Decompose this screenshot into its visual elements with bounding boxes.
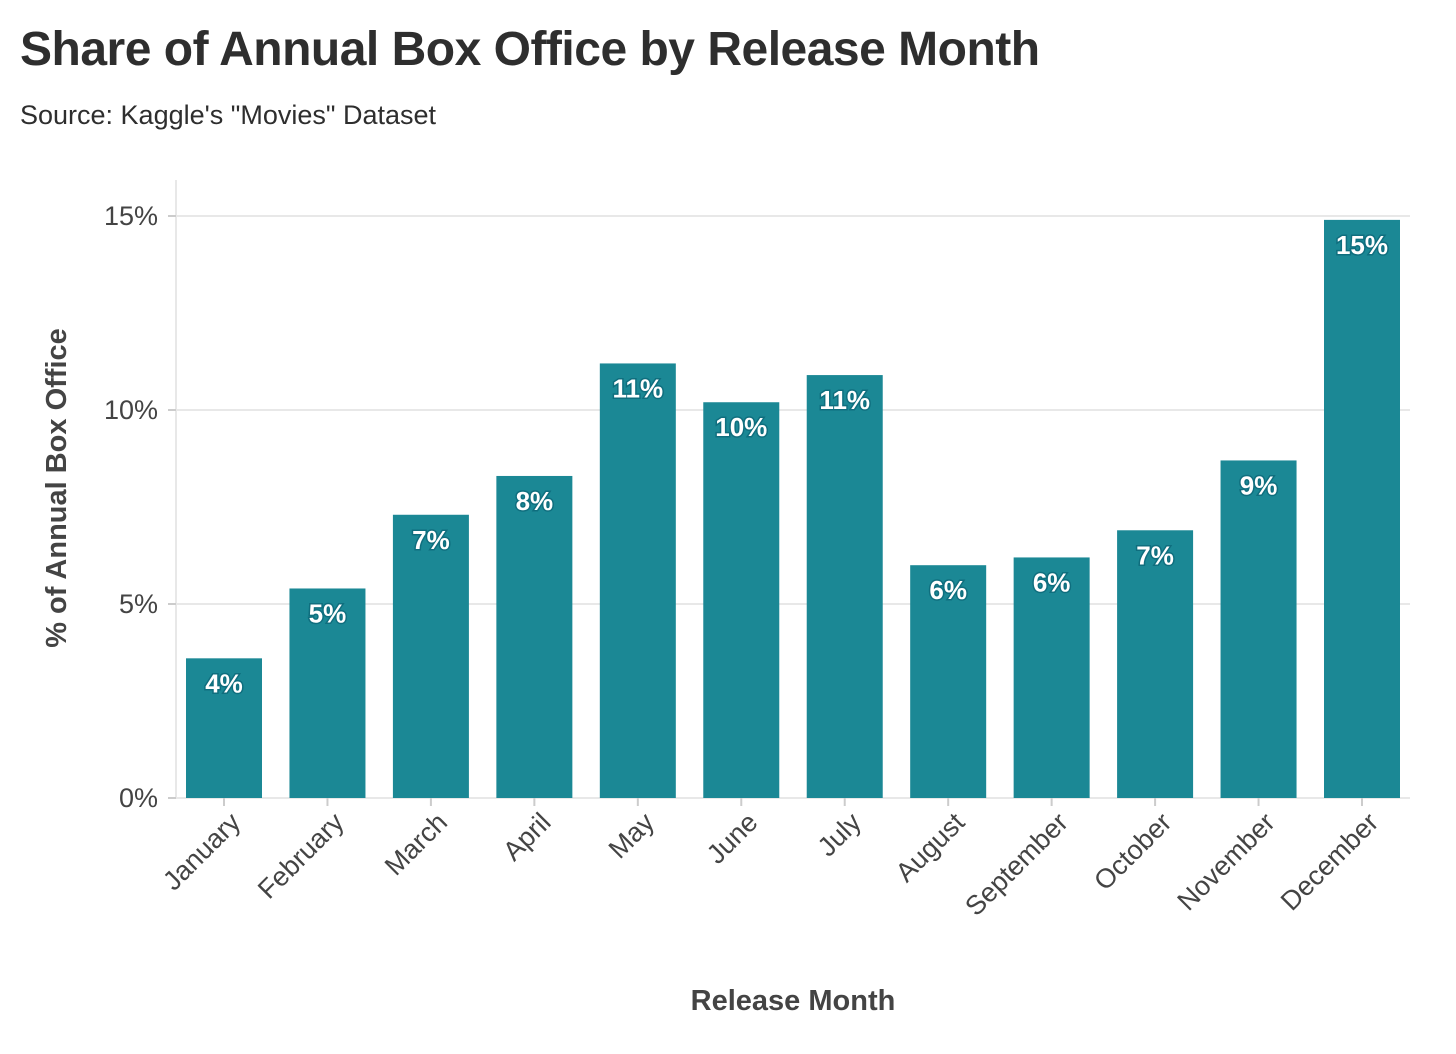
data-label: 6% [929,575,967,605]
data-label: 11% [613,373,664,403]
x-tick-label: June [701,807,764,870]
data-label: 5% [309,598,347,628]
data-label: 4% [205,668,243,698]
bar-june [703,402,780,798]
data-label: 7% [412,525,450,555]
gridlines [176,215,1410,605]
data-label: 7% [1136,540,1174,570]
bar-august [910,565,987,798]
bar-february [289,588,366,798]
bar-january [186,658,262,798]
x-tick-label: March [379,807,453,881]
y-tick-label: 0% [119,783,158,813]
bar-march [392,514,469,798]
data-label: 6% [1033,567,1071,597]
y-tick-label: 5% [119,589,158,619]
data-label: 11% [819,385,870,415]
x-tick-label: April [497,807,556,866]
x-tick-label: July [812,807,868,863]
x-tick-label: January [157,807,246,896]
bar-may [599,363,676,798]
x-tick-label: September [959,807,1074,922]
chart-subtitle: Source: Kaggle's "Movies" Dataset [20,100,437,130]
data-label: 15% [1336,230,1388,260]
bar-november [1220,460,1297,798]
x-tick-label: May [603,807,661,865]
y-tick-label: 15% [104,201,158,231]
bars [186,219,1400,798]
chart-title: Share of Annual Box Office by Release Mo… [20,23,1040,76]
x-tick-label: February [252,807,350,905]
y-axis-title: % of Annual Box Office [41,328,73,648]
bar-april [496,475,573,798]
data-labels: 4% 5% 7% 8% 11% 10% 11% 6% 6% 7% 9% 15% [204,228,1390,699]
data-label: 10% [715,412,767,442]
y-axis-ticks: 0% 5% 10% 15% [104,201,176,813]
x-axis-title: Release Month [691,985,896,1017]
bar-july [806,375,883,798]
x-tick-label: November [1172,807,1281,916]
bar-september [1013,557,1090,798]
y-tick-label: 10% [104,395,158,425]
bar-october [1117,530,1194,798]
data-label: 9% [1240,470,1278,500]
bar-december [1324,219,1400,798]
x-axis-ticks: January February March April May June July Augu… [157,798,1384,922]
x-tick-label: October [1088,807,1177,896]
x-tick-label: December [1275,807,1384,916]
data-label: 8% [516,486,554,516]
x-tick-label: August [890,807,971,888]
